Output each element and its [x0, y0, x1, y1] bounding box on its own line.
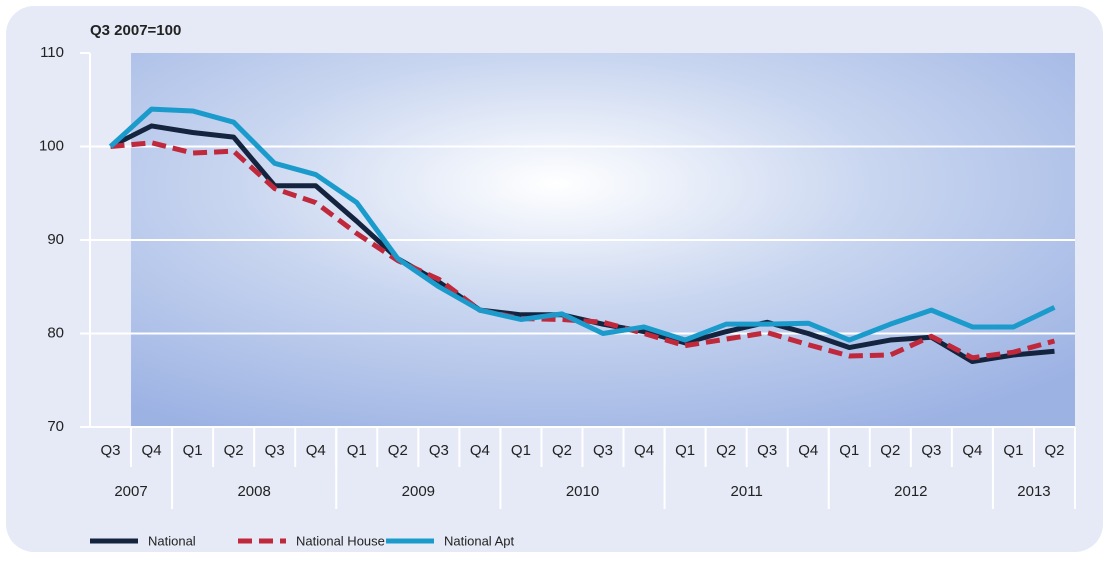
x-tick-label: Q2 [388, 442, 408, 459]
x-tick-label: Q3 [757, 442, 777, 459]
x-tick-label: Q2 [224, 442, 244, 459]
year-label: 2011 [731, 483, 763, 500]
y-tick-label: 100 [39, 137, 64, 154]
x-tick-label: Q2 [1044, 442, 1064, 459]
x-tick-label: Q1 [675, 442, 695, 459]
year-label: 2008 [237, 483, 270, 500]
x-tick-label: Q1 [1003, 442, 1023, 459]
year-label: 2012 [894, 483, 927, 500]
x-tick-label: Q4 [470, 442, 490, 459]
x-tick-label: Q1 [511, 442, 531, 459]
x-tick-label: Q1 [839, 442, 859, 459]
x-tick-label: Q4 [142, 442, 162, 459]
legend-label: National [148, 533, 196, 548]
x-tick-label: Q2 [880, 442, 900, 459]
x-tick-label: Q3 [593, 442, 613, 459]
y-tick-label: 70 [47, 418, 64, 435]
x-tick-label: Q1 [347, 442, 367, 459]
x-tick-label: Q4 [962, 442, 982, 459]
legend-label: National Apt [444, 533, 514, 548]
year-label: 2010 [566, 483, 599, 500]
y-tick-label: 110 [40, 44, 64, 61]
year-label: 2013 [1017, 483, 1050, 500]
x-tick-label: Q3 [101, 442, 121, 459]
year-label: 2009 [402, 483, 435, 500]
legend-label: National House [296, 533, 385, 548]
y-tick-label: 90 [47, 231, 64, 248]
series-line [110, 140, 1056, 361]
series-line [109, 123, 1055, 365]
subtitle: Q3 2007=100 [90, 22, 181, 39]
x-tick-label: Q3 [921, 442, 941, 459]
x-tick-label: Q3 [265, 442, 285, 459]
x-tick-label: Q1 [183, 442, 203, 459]
x-tick-label: Q3 [429, 442, 449, 459]
y-tick-label: 80 [47, 324, 64, 341]
x-tick-label: Q4 [634, 442, 654, 459]
x-tick-label: Q2 [552, 442, 572, 459]
year-label: 2007 [114, 483, 147, 500]
x-tick-label: Q4 [306, 442, 326, 459]
series-line [108, 106, 1056, 343]
x-tick-label: Q4 [798, 442, 818, 459]
x-tick-label: Q2 [716, 442, 736, 459]
